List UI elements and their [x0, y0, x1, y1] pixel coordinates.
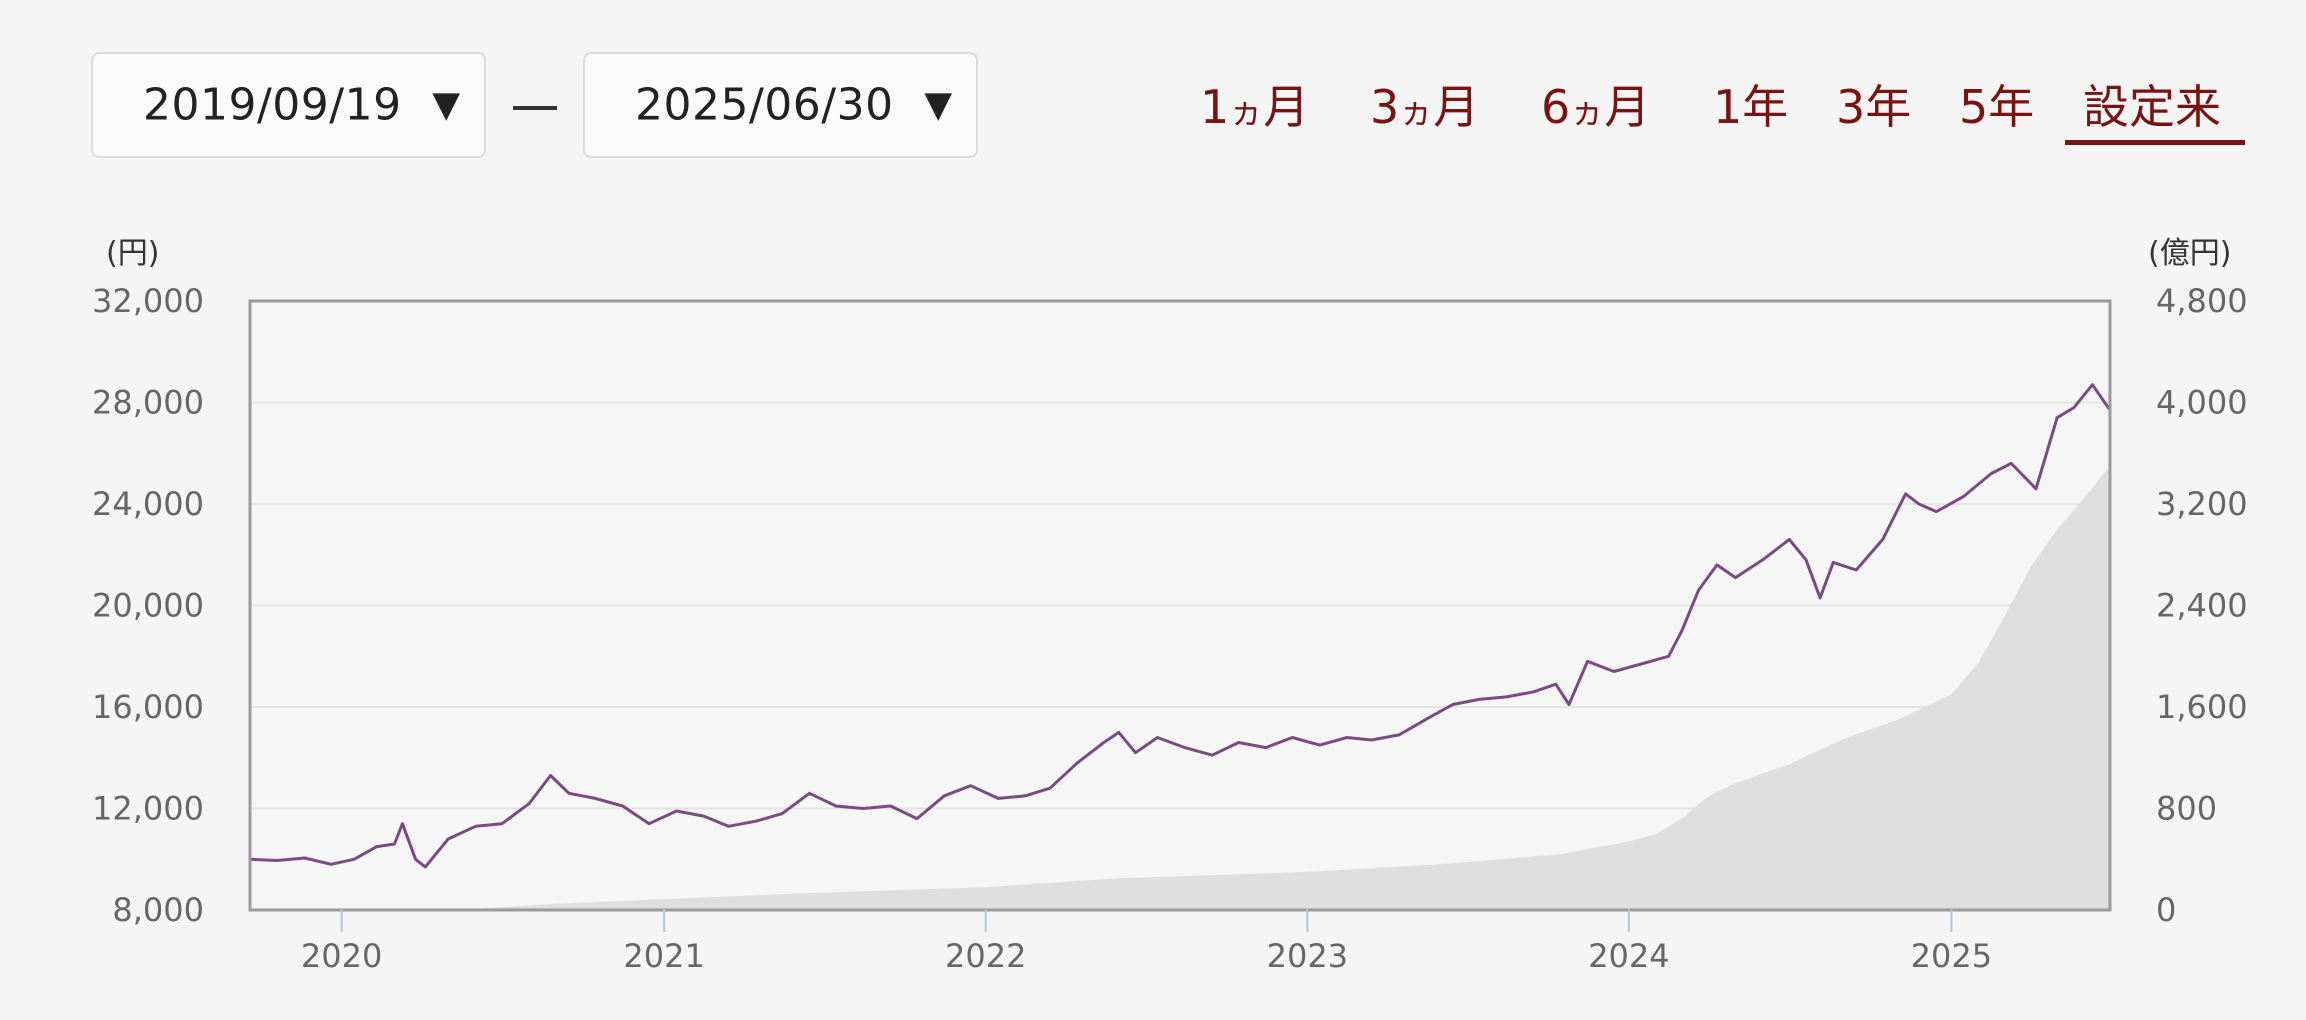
x-tick-label: 2025: [1911, 937, 1992, 975]
nav-price-line: [249, 383, 2112, 869]
y-left-tick-label: 16,000: [92, 688, 204, 726]
x-tick-label: 2023: [1267, 937, 1348, 975]
frame-layer: [248, 299, 2112, 912]
y-left-tick-label: 20,000: [92, 587, 204, 625]
range-unit: 月: [1433, 80, 1480, 134]
range-button-3-months[interactable]: 3ヵ月: [1370, 76, 1479, 143]
range-kana: ヵ: [1399, 92, 1434, 132]
x-tick-label: 2022: [945, 937, 1026, 975]
range-unit: 月: [1263, 80, 1310, 134]
y-left-tick-label: 32,000: [92, 282, 204, 320]
tick-layer: 32,000 4,800 28,000 4,000 24,000 3,200 20,000 2…: [92, 282, 2248, 975]
range-kana: ヵ: [1570, 92, 1605, 132]
y-right-tick-label: 4,000: [2156, 384, 2248, 422]
area-layer: [250, 465, 2110, 910]
end-date-select[interactable]: 2025/06/30 ▼: [583, 52, 978, 158]
end-date-value: 2025/06/30: [635, 79, 894, 131]
y-left-tick-label: 24,000: [92, 485, 204, 523]
range-unit: 月: [1604, 80, 1651, 134]
range-button-3-years[interactable]: 3年: [1836, 76, 1911, 138]
selected-range-indicator: [2065, 140, 2245, 145]
x-tick-label: 2021: [623, 937, 704, 975]
chevron-down-icon: ▼: [432, 84, 460, 126]
range-num: 1: [1200, 80, 1230, 134]
y-right-tick-label: 4,800: [2156, 282, 2248, 320]
range-unit: 設定来: [2083, 80, 2221, 134]
range-kana: ヵ: [1229, 92, 1264, 132]
range-unit: 年: [1865, 80, 1912, 134]
right-axis-unit: (億円): [2148, 236, 2232, 271]
y-left-tick-label: 12,000: [92, 790, 204, 828]
range-unit: 年: [1742, 80, 1789, 134]
y-right-tick-label: 0: [2156, 891, 2176, 929]
range-unit: 年: [1988, 80, 2035, 134]
y-left-tick-label: 28,000: [92, 384, 204, 422]
range-num: 5: [1959, 80, 1989, 134]
y-left-tick-label: 8,000: [112, 891, 204, 929]
net-assets-area: [250, 465, 2110, 910]
left-axis-unit: (円): [106, 236, 160, 271]
start-date-select[interactable]: 2019/09/19 ▼: [91, 52, 486, 158]
range-button-since-inception[interactable]: 設定来: [2083, 76, 2221, 138]
range-num: 3: [1370, 80, 1400, 134]
range-button-1-month[interactable]: 1ヵ月: [1200, 76, 1309, 143]
y-right-tick-label: 1,600: [2156, 688, 2248, 726]
range-num: 3: [1836, 80, 1866, 134]
range-button-1-year[interactable]: 1年: [1713, 76, 1788, 138]
y-right-tick-label: 800: [2156, 790, 2217, 828]
date-range-separator: [513, 106, 557, 110]
start-date-value: 2019/09/19: [143, 79, 402, 131]
plot-frame: [248, 299, 2112, 912]
x-tick-label: 2020: [301, 937, 382, 975]
chevron-down-icon: ▼: [924, 84, 952, 126]
range-button-5-years[interactable]: 5年: [1959, 76, 2034, 138]
y-right-tick-label: 2,400: [2156, 587, 2248, 625]
x-tick-label: 2024: [1588, 937, 1669, 975]
line-layer: [249, 383, 2112, 869]
range-num: 6: [1541, 80, 1571, 134]
y-right-tick-label: 3,200: [2156, 485, 2248, 523]
range-num: 1: [1713, 80, 1743, 134]
range-button-6-months[interactable]: 6ヵ月: [1541, 76, 1650, 143]
